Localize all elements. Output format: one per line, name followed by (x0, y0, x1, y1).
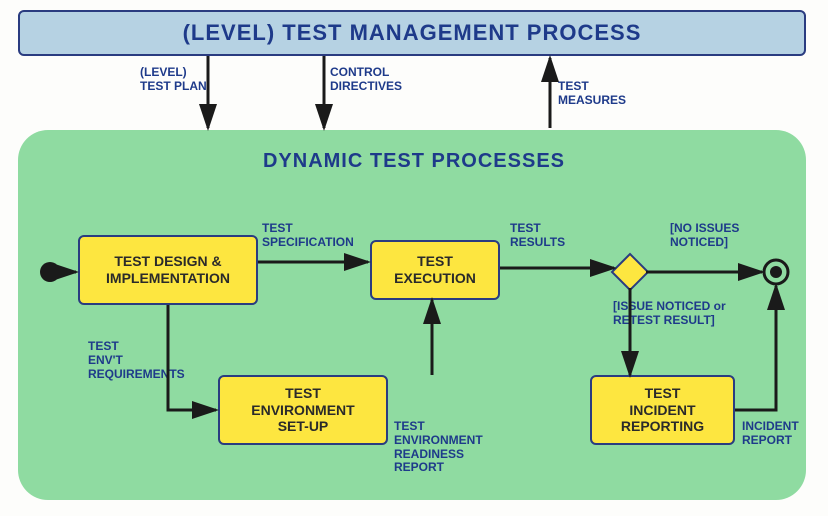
label-control-directives: CONTROL DIRECTIVES (330, 66, 402, 94)
label-incident-report: INCIDENT REPORT (742, 420, 799, 448)
top-banner-title: (LEVEL) TEST MANAGEMENT PROCESS (183, 20, 642, 46)
label-test-results: TEST RESULTS (510, 222, 565, 250)
node-test-environment-setup: TEST ENVIRONMENT SET-UP (218, 375, 388, 445)
container-title: DYNAMIC TEST PROCESSES (0, 150, 828, 173)
label-test-measures: TEST MEASURES (558, 80, 626, 108)
label-no-issues: [NO ISSUES NOTICED] (670, 222, 739, 250)
top-banner: (LEVEL) TEST MANAGEMENT PROCESS (18, 10, 806, 56)
label-env-readiness: TEST ENVIRONMENT READINESS REPORT (394, 420, 483, 475)
label-test-specification: TEST SPECIFICATION (262, 222, 354, 250)
node-test-design: TEST DESIGN & IMPLEMENTATION (78, 235, 258, 305)
label-issue-noticed: [ISSUE NOTICED or RETEST RESULT] (613, 300, 726, 328)
node-test-execution: TEST EXECUTION (370, 240, 500, 300)
label-test-plan: (LEVEL) TEST PLAN (140, 66, 207, 94)
node-test-incident-reporting: TEST INCIDENT REPORTING (590, 375, 735, 445)
label-env-requirements: TEST ENV'T REQUIREMENTS (88, 340, 185, 381)
